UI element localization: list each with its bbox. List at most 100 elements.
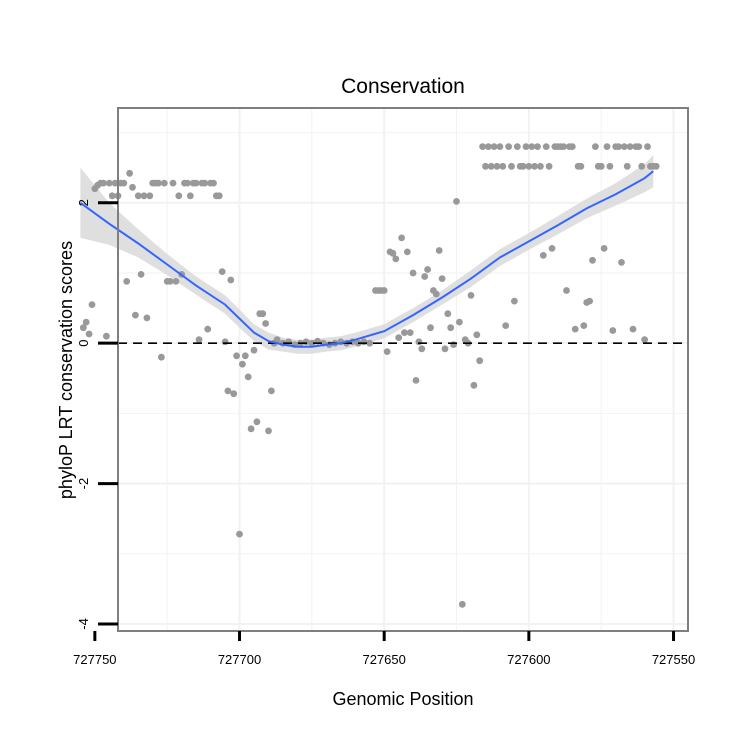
data-point	[597, 162, 605, 170]
data-point	[652, 162, 660, 170]
data-point	[401, 329, 408, 336]
data-point	[146, 192, 154, 200]
data-point	[105, 179, 113, 187]
data-point	[383, 348, 391, 355]
data-point	[166, 278, 174, 285]
data-point	[155, 179, 162, 187]
data-point	[453, 198, 460, 205]
data-point	[548, 245, 556, 252]
data-point	[499, 162, 507, 170]
data-point	[302, 338, 310, 346]
data-point	[600, 245, 608, 252]
data-point	[265, 427, 272, 435]
data-point	[537, 162, 544, 170]
data-point	[239, 360, 246, 368]
y-tick-label: 0	[76, 340, 91, 347]
y-tick-label: 2	[76, 199, 91, 206]
data-point	[380, 287, 388, 294]
data-point	[224, 387, 232, 395]
data-point	[175, 192, 183, 200]
data-point	[629, 325, 637, 333]
data-point	[545, 162, 553, 170]
data-point	[513, 143, 521, 151]
data-point	[589, 256, 596, 264]
data-point	[172, 278, 180, 285]
data-point	[447, 324, 455, 332]
data-point	[476, 357, 484, 365]
data-point	[571, 325, 579, 333]
data-point	[606, 162, 614, 170]
smooth-line-layer	[79, 170, 654, 348]
data-point	[603, 143, 611, 151]
data-point	[418, 345, 426, 353]
data-point	[592, 143, 599, 151]
x-axis: 727750 727700 727650 727600 727550	[73, 630, 695, 667]
data-point	[487, 162, 495, 170]
data-point	[120, 179, 128, 187]
data-point	[511, 297, 518, 305]
y-axis: -4 -2 0 2	[76, 199, 118, 630]
data-point	[215, 192, 223, 200]
data-point	[490, 143, 498, 151]
data-point	[259, 310, 267, 318]
data-point	[522, 143, 530, 151]
data-point	[427, 324, 434, 332]
data-point	[132, 311, 139, 319]
data-point	[519, 162, 527, 170]
data-point	[432, 290, 440, 298]
data-point	[184, 179, 191, 187]
x-tick-label: 727750	[73, 652, 116, 667]
data-point	[531, 162, 538, 170]
data-point	[580, 322, 588, 329]
data-point	[458, 600, 466, 608]
data-point	[539, 252, 547, 259]
y-tick-label: -2	[76, 478, 91, 490]
data-point	[273, 336, 281, 344]
data-point	[392, 255, 400, 263]
data-point	[482, 162, 489, 170]
data-point	[247, 425, 255, 433]
data-point	[186, 192, 194, 200]
data-point	[467, 292, 475, 299]
data-point	[389, 249, 397, 257]
data-point	[479, 143, 486, 151]
data-point	[227, 276, 235, 284]
data-point	[192, 179, 200, 187]
data-point	[508, 162, 515, 170]
data-point	[143, 314, 151, 322]
data-point	[253, 418, 261, 426]
data-point	[542, 143, 550, 151]
data-point	[609, 327, 617, 334]
data-point	[88, 301, 96, 308]
data-point	[366, 339, 374, 347]
data-point	[395, 334, 403, 341]
data-point	[210, 179, 217, 187]
data-point	[473, 331, 481, 339]
data-point	[456, 318, 463, 326]
data-point	[221, 338, 229, 346]
data-point	[412, 377, 420, 384]
data-point	[502, 322, 510, 329]
data-point	[129, 183, 136, 191]
smooth-line	[79, 170, 654, 348]
data-point	[158, 353, 165, 361]
data-point	[103, 332, 110, 340]
x-tick-label: 727650	[362, 652, 405, 667]
x-tick-label: 727700	[218, 652, 261, 667]
data-point	[493, 162, 501, 170]
data-point	[638, 162, 646, 170]
data-point	[577, 162, 585, 170]
data-point	[134, 192, 142, 200]
data-point	[160, 179, 168, 187]
data-point	[623, 162, 631, 170]
data-point	[406, 329, 414, 336]
data-point	[635, 143, 643, 151]
data-point	[620, 143, 628, 151]
data-point	[140, 192, 148, 200]
plot-panel	[118, 108, 688, 631]
data-point	[450, 341, 457, 348]
data-point	[470, 381, 478, 389]
data-point	[126, 169, 133, 177]
data-point	[268, 387, 275, 395]
data-point	[415, 338, 423, 346]
